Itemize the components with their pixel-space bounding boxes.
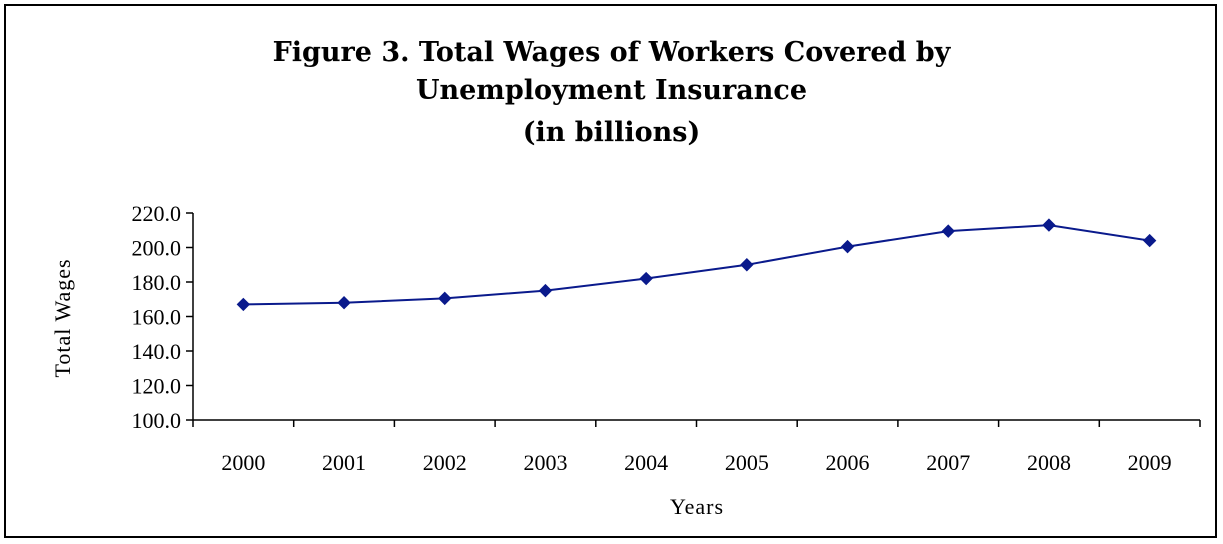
data-point-marker xyxy=(438,291,452,306)
x-tick-label: 2001 xyxy=(322,450,366,475)
x-tick-label: 2005 xyxy=(725,450,769,475)
series-line xyxy=(243,224,1150,306)
data-point-marker xyxy=(740,258,754,272)
data-point-marker xyxy=(1042,218,1056,232)
chart-title-line-3: (in billions) xyxy=(522,117,701,148)
y-axis-title: Total Wages xyxy=(50,258,75,377)
x-axis-title: Years xyxy=(670,494,724,519)
chart-frame xyxy=(4,4,1217,538)
y-tick-label: 220.0 xyxy=(132,201,182,226)
axes xyxy=(192,213,1200,421)
y-tick-label: 100.0 xyxy=(132,408,182,433)
x-tick-label: 2009 xyxy=(1128,450,1172,475)
y-tick-label: 180.0 xyxy=(132,270,182,295)
y-tick-label: 160.0 xyxy=(132,305,182,330)
y-axis-ticks: 100.0 120.0 140.0 160.0 180.0 200.0 220.0 xyxy=(132,201,193,433)
y-tick-label: 200.0 xyxy=(132,236,182,261)
data-point-marker xyxy=(538,283,553,298)
chart-title-line-2: Unemployment Insurance xyxy=(415,75,808,106)
data-point-marker xyxy=(941,224,955,238)
data-point-marker xyxy=(639,271,653,286)
x-tick-label: 2002 xyxy=(423,450,467,475)
x-axis-ticks: 2000 2001 2002 2003 2004 2005 2006 2007 2008 2009 xyxy=(192,420,1201,475)
data-point-marker xyxy=(236,297,251,312)
data-point-marker xyxy=(337,295,351,310)
series-group xyxy=(236,218,1157,312)
x-tick-label: 2000 xyxy=(221,450,265,475)
x-tick-label: 2008 xyxy=(1027,450,1071,475)
x-tick-label: 2004 xyxy=(624,450,668,475)
x-tick-label: 2007 xyxy=(926,450,970,475)
y-tick-label: 120.0 xyxy=(132,374,182,399)
chart-title-line-1: Figure 3. Total Wages of Workers Covered… xyxy=(272,37,951,68)
x-tick-label: 2003 xyxy=(523,450,567,475)
data-point-marker xyxy=(840,239,855,254)
y-tick-label: 140.0 xyxy=(132,339,182,364)
x-tick-label: 2006 xyxy=(826,450,870,475)
data-point-marker xyxy=(1142,233,1157,248)
